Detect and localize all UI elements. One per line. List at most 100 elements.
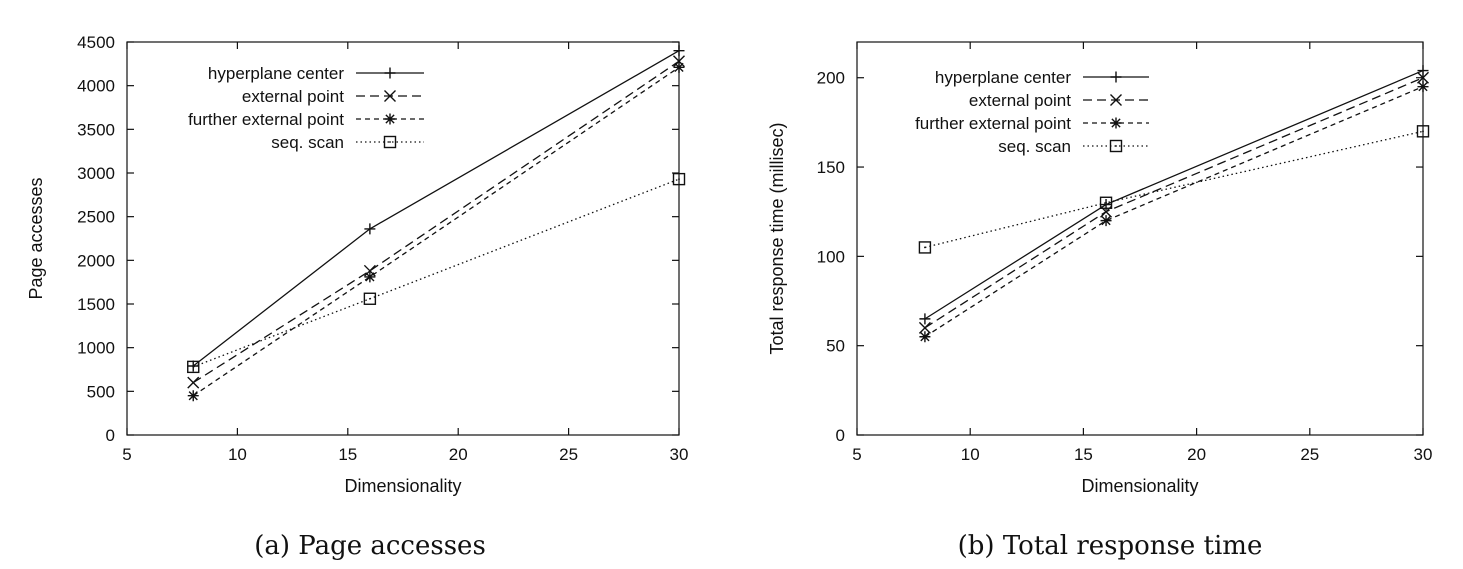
plot-frame: [856, 41, 1424, 436]
data-point-hyperplane-center-shape: [919, 313, 931, 325]
data-point-seq-scan-shape: [187, 360, 200, 374]
series-line-seq-scan: [193, 178, 680, 368]
data-point-further-external-point-shape: [919, 331, 931, 343]
data-point-further-external-point-shape: [364, 271, 376, 283]
data-point-seq-scan-shape: [918, 241, 932, 254]
legend-marker-hyperplane-center: [1110, 71, 1122, 83]
chart-total-response-time: 5 10 15 20 25 30 0 50 100 150 200 Dimensionality Tot…: [767, 41, 1433, 496]
data-point-seq-scan-dot: [678, 178, 680, 181]
data-point-external-point: [673, 55, 685, 68]
data-point-hyperplane-center-shape: [1417, 65, 1429, 77]
x-tick-label: 10: [961, 445, 980, 464]
y-axis-label: Total response time (millisec): [767, 122, 787, 354]
y-tick-label: 0: [836, 426, 845, 445]
legend-label-seq-scan: seq. scan: [271, 133, 344, 152]
legend-label-hyperplane-center: hyperplane center: [935, 68, 1071, 87]
data-point-hyperplane-center: [673, 45, 685, 57]
data-point-seq-scan: [1099, 196, 1113, 209]
y-tick-label: 2500: [77, 208, 115, 227]
x-tick-label: 5: [852, 445, 861, 464]
y-tick-label: 4000: [77, 77, 115, 96]
legend-marker-external-point: [384, 90, 396, 102]
data-point-seq-scan-shape: [1099, 196, 1113, 209]
caption-page-accesses: (a) Page accesses: [254, 531, 486, 561]
x-tick-label: 25: [1300, 445, 1319, 464]
data-point-seq-scan-dot: [1422, 130, 1424, 133]
legend-marker-seq-scan-dot: [1115, 145, 1117, 147]
y-axis-label: Page accesses: [26, 177, 46, 299]
data-point-seq-scan: [187, 360, 200, 374]
y-tick-label: 100: [817, 247, 845, 266]
legend-marker-seq-scan: [1109, 139, 1123, 153]
data-point-further-external-point: [1100, 215, 1112, 227]
data-point-external-point-shape: [918, 321, 931, 334]
legend-label-external-point: external point: [242, 87, 344, 106]
legend-marker-further-external-point: [1110, 117, 1122, 129]
y-tick-label: 3000: [77, 164, 115, 183]
x-tick-label: 15: [338, 445, 357, 464]
legend-label-external-point: external point: [969, 91, 1071, 110]
x-tick-label: 15: [1074, 445, 1093, 464]
data-point-external-point-shape: [187, 376, 200, 389]
x-axis-label: Dimensionality: [1081, 476, 1198, 496]
data-point-external-point-shape: [673, 55, 685, 68]
x-tick-label: 25: [559, 445, 578, 464]
data-point-hyperplane-center-shape: [673, 45, 685, 57]
caption-total-response-time: (b) Total response time: [958, 531, 1263, 561]
legend-marker-external-point-shape: [1110, 94, 1122, 106]
legend-marker-further-external-point-shape: [1110, 117, 1122, 129]
data-point-seq-scan: [363, 292, 377, 305]
data-point-hyperplane-center: [919, 313, 931, 325]
x-tick-label: 30: [1414, 445, 1433, 464]
legend-label-further-external-point: further external point: [915, 114, 1071, 133]
data-point-further-external-point: [673, 61, 685, 73]
x-axis-label: Dimensionality: [344, 476, 461, 496]
data-point-seq-scan-dot: [192, 365, 195, 368]
data-point-seq-scan-shape: [363, 292, 377, 305]
data-point-further-external-point: [187, 390, 199, 402]
data-point-seq-scan: [672, 172, 686, 186]
data-point-hyperplane-center-shape: [364, 223, 376, 235]
data-point-external-point-shape: [1417, 71, 1429, 84]
data-point-further-external-point-shape: [1417, 81, 1429, 93]
data-point-further-external-point: [919, 331, 931, 343]
data-point-further-external-point: [364, 271, 376, 283]
x-tick-label: 10: [228, 445, 247, 464]
data-point-hyperplane-center: [1417, 65, 1429, 77]
legend-label-further-external-point: further external point: [188, 110, 344, 129]
data-point-seq-scan: [1416, 125, 1430, 138]
legend-marker-external-point: [1110, 94, 1122, 106]
data-point-seq-scan: [918, 241, 932, 254]
data-point-further-external-point-shape: [1100, 215, 1112, 227]
data-point-further-external-point: [1417, 81, 1429, 93]
x-tick-label: 20: [1187, 445, 1206, 464]
data-point-further-external-point-shape: [673, 61, 685, 73]
data-point-seq-scan-dot: [368, 297, 371, 300]
data-point-seq-scan-dot: [1105, 201, 1107, 204]
y-tick-label: 3500: [77, 120, 115, 139]
y-tick-label: 1000: [77, 339, 115, 358]
series-line-further-external-point: [924, 86, 1424, 338]
data-point-external-point: [187, 376, 200, 389]
data-point-seq-scan-dot: [924, 246, 926, 249]
x-tick-label: 5: [122, 445, 131, 464]
legend-marker-external-point-shape: [384, 90, 396, 102]
legend-label-hyperplane-center: hyperplane center: [208, 64, 344, 83]
y-tick-label: 4500: [77, 33, 115, 52]
legend-marker-seq-scan-dot: [389, 141, 391, 143]
legend-marker-seq-scan: [383, 135, 397, 149]
y-tick-label: 200: [817, 69, 845, 88]
data-point-further-external-point-shape: [187, 390, 199, 402]
series-line-further-external-point: [192, 66, 680, 397]
y-tick-label: 50: [826, 337, 845, 356]
y-tick-label: 150: [817, 158, 845, 177]
legend-marker-hyperplane-center-shape: [1110, 71, 1122, 83]
legend-marker-hyperplane-center-shape: [384, 67, 396, 79]
y-tick-label: 500: [87, 382, 115, 401]
data-point-hyperplane-center: [364, 223, 376, 235]
legend-marker-seq-scan-shape: [383, 135, 397, 149]
legend-marker-further-external-point: [384, 113, 396, 125]
data-point-seq-scan-shape: [672, 172, 686, 186]
plot-frame: [126, 41, 680, 436]
